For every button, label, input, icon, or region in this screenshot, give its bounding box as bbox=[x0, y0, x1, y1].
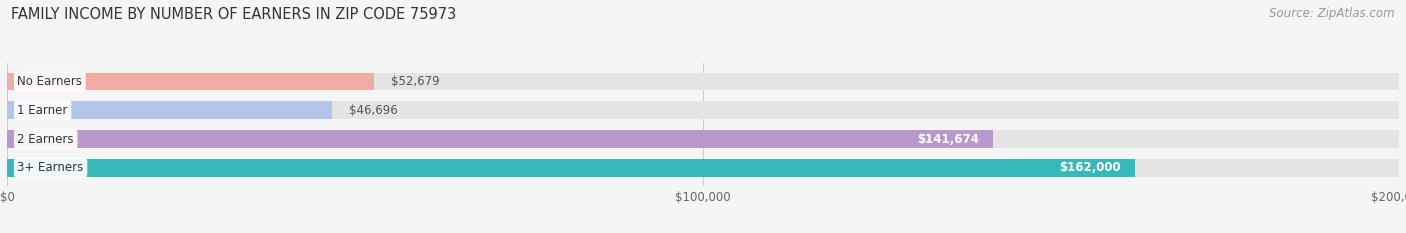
Text: 1 Earner: 1 Earner bbox=[17, 104, 67, 117]
Bar bbox=[7, 130, 993, 148]
Text: 2 Earners: 2 Earners bbox=[17, 133, 75, 146]
Bar bbox=[7, 101, 1399, 119]
Text: FAMILY INCOME BY NUMBER OF EARNERS IN ZIP CODE 75973: FAMILY INCOME BY NUMBER OF EARNERS IN ZI… bbox=[11, 7, 457, 22]
Text: $141,674: $141,674 bbox=[917, 133, 979, 146]
Text: 3+ Earners: 3+ Earners bbox=[17, 161, 84, 174]
Bar bbox=[7, 159, 1399, 177]
Bar bbox=[7, 159, 1135, 177]
Bar bbox=[7, 101, 332, 119]
Bar bbox=[7, 130, 1399, 148]
Text: No Earners: No Earners bbox=[17, 75, 83, 88]
Text: $162,000: $162,000 bbox=[1059, 161, 1121, 174]
Bar bbox=[7, 73, 1399, 90]
Text: $46,696: $46,696 bbox=[350, 104, 398, 117]
Text: Source: ZipAtlas.com: Source: ZipAtlas.com bbox=[1270, 7, 1395, 20]
Text: $52,679: $52,679 bbox=[391, 75, 440, 88]
Bar bbox=[7, 73, 374, 90]
